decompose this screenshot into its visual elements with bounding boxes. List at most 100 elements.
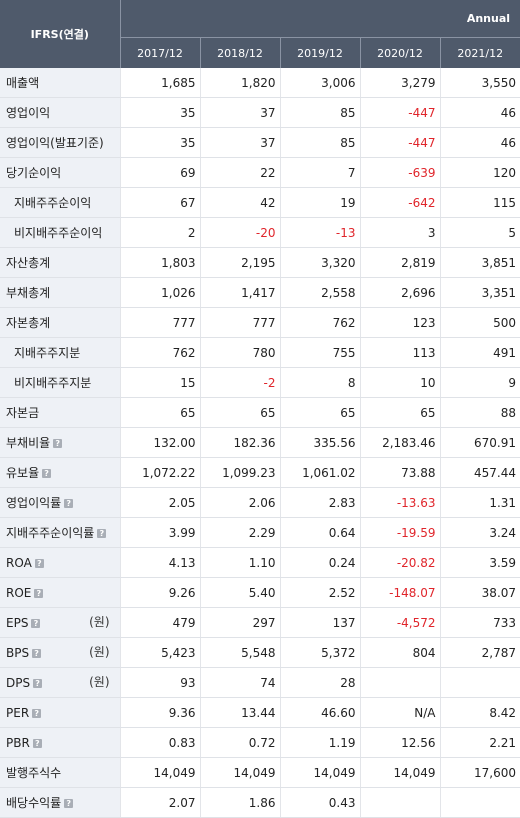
value-cell: 28	[279, 667, 360, 698]
row-label: 자산총계	[0, 247, 120, 278]
table-row: BPS? (원) 5,423 5,548 5,372 804 2,787	[0, 637, 520, 668]
value-cell: 14,049	[119, 757, 200, 788]
table-row: 유보율? 1,072.22 1,099.23 1,061.02 73.88 457.44	[0, 457, 520, 488]
value-cell: 1.31	[439, 487, 520, 518]
table-row: 지배주주순이익률? 3.99 2.29 0.64 -19.59 3.24	[0, 517, 520, 548]
value-cell: 14,049	[199, 757, 280, 788]
value-cell: 3,320	[279, 247, 360, 278]
value-cell: -4,572	[359, 607, 440, 638]
value-cell: 335.56	[279, 427, 360, 458]
help-icon[interactable]: ?	[32, 648, 42, 658]
value-cell: 780	[199, 337, 280, 368]
row-label: 유보율?	[0, 457, 120, 488]
unit-label: (원)	[89, 615, 110, 629]
value-cell: 8.42	[439, 697, 520, 728]
help-icon[interactable]: ?	[53, 439, 63, 448]
row-label: PBR?	[0, 727, 120, 758]
value-cell: 5,423	[119, 637, 200, 668]
row-label: 비지배주주순이익	[0, 217, 120, 248]
table-row: 영업이익률? 2.05 2.06 2.83 -13.63 1.31	[0, 487, 520, 518]
help-icon[interactable]: ?	[33, 678, 43, 688]
value-cell: 120	[439, 157, 520, 188]
value-cell: 2.05	[119, 487, 200, 518]
value-cell	[359, 787, 440, 818]
table-row: 자산총계 1,803 2,195 3,320 2,819 3,851	[0, 247, 520, 278]
help-icon[interactable]: ?	[32, 708, 42, 718]
row-label: 발행주식수	[0, 757, 120, 788]
row-label: 배당수익률?	[0, 787, 120, 818]
row-label-text: 유보율	[6, 466, 40, 480]
row-label-text: EPS	[6, 615, 29, 630]
value-cell: 2.21	[439, 727, 520, 758]
row-label: 영업이익(발표기준)	[0, 127, 120, 158]
value-cell: 0.43	[279, 787, 360, 818]
value-cell: 777	[199, 307, 280, 338]
value-cell: -20.82	[359, 547, 440, 578]
value-cell: 3.59	[439, 547, 520, 578]
value-cell: 1,820	[199, 68, 280, 98]
row-label-text: 영업이익률	[6, 496, 62, 510]
table-row: 배당수익률? 2.07 1.86 0.43	[0, 787, 520, 818]
value-cell: 1.10	[199, 547, 280, 578]
value-cell: -13	[279, 217, 360, 248]
row-label-text: PER	[6, 705, 30, 720]
value-cell: 69	[119, 157, 200, 188]
table-row: 부채총계 1,026 1,417 2,558 2,696 3,351	[0, 277, 520, 308]
help-icon[interactable]: ?	[32, 738, 42, 748]
value-cell: 65	[359, 397, 440, 428]
table-row: 발행주식수 14,049 14,049 14,049 14,049 17,600	[0, 757, 520, 788]
value-cell: 7	[279, 157, 360, 188]
row-label: PER?	[0, 697, 120, 728]
help-icon[interactable]: ?	[31, 618, 41, 628]
value-cell: 4.13	[119, 547, 200, 578]
table-row: ROE? 9.26 5.40 2.52 -148.07 38.07	[0, 577, 520, 608]
row-label-text: BPS	[6, 645, 30, 660]
table-row: EPS? (원) 479 297 137 -4,572 733	[0, 607, 520, 638]
help-icon[interactable]: ?	[64, 499, 74, 508]
value-cell	[439, 787, 520, 818]
table-row: 당기순이익 69 22 7 -639 120	[0, 157, 520, 188]
value-cell: 93	[119, 667, 200, 698]
value-cell: 9	[439, 367, 520, 398]
value-cell: N/A	[359, 697, 440, 728]
year-header: 2019/12	[279, 37, 360, 68]
row-label-text: 영업이익	[6, 106, 51, 120]
value-cell: 5,548	[199, 637, 280, 668]
help-icon[interactable]: ?	[42, 469, 52, 478]
unit-label: (원)	[89, 645, 110, 659]
help-icon[interactable]: ?	[64, 799, 74, 808]
value-cell: 1,803	[119, 247, 200, 278]
row-label-text: 지배주주지분	[14, 346, 81, 360]
value-cell: 2,787	[439, 637, 520, 668]
value-cell: 46	[439, 127, 520, 158]
year-header: 2017/12	[119, 37, 200, 68]
value-cell: -639	[359, 157, 440, 188]
table-row: 영업이익 35 37 85 -447 46	[0, 97, 520, 128]
value-cell: 3,351	[439, 277, 520, 308]
value-cell: 2.07	[119, 787, 200, 818]
value-cell: 1,061.02	[279, 457, 360, 488]
value-cell: 19	[279, 187, 360, 218]
unit-label: (원)	[89, 675, 110, 689]
value-cell: 500	[439, 307, 520, 338]
table-row: 자본총계 777 777 762 123 500	[0, 307, 520, 338]
value-cell: 2,558	[279, 277, 360, 308]
value-cell: -148.07	[359, 577, 440, 608]
value-cell: 3,851	[439, 247, 520, 278]
value-cell: 8	[279, 367, 360, 398]
help-icon[interactable]: ?	[34, 558, 44, 568]
value-cell: 46.60	[279, 697, 360, 728]
value-cell: 1,099.23	[199, 457, 280, 488]
year-header: 2018/12	[199, 37, 280, 68]
value-cell: 5.40	[199, 577, 280, 608]
table-row: 자본금 65 65 65 65 88	[0, 397, 520, 428]
value-cell: 10	[359, 367, 440, 398]
value-cell: 14,049	[359, 757, 440, 788]
value-cell: 137	[279, 607, 360, 638]
help-icon[interactable]: ?	[34, 588, 44, 598]
row-label: ROE?	[0, 577, 120, 608]
value-cell: 3,006	[279, 68, 360, 98]
help-icon[interactable]: ?	[97, 529, 107, 538]
value-cell: 5,372	[279, 637, 360, 668]
value-cell: 9.26	[119, 577, 200, 608]
